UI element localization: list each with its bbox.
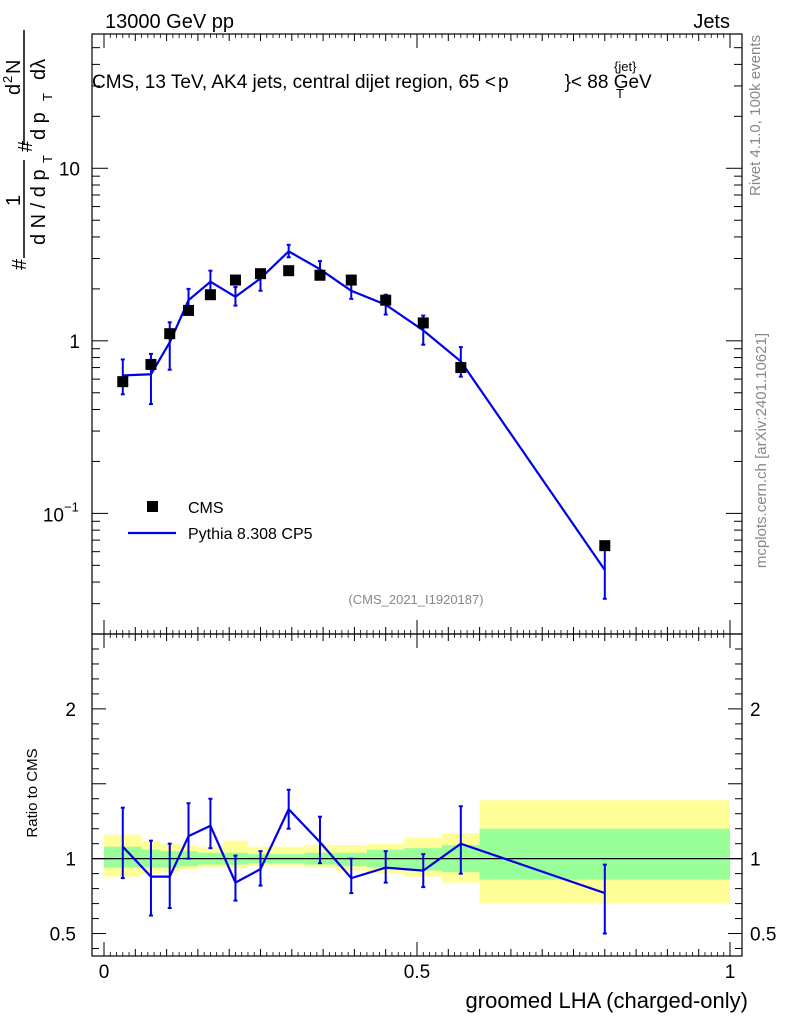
header-jets-label: Jets — [693, 11, 730, 33]
data-point-5 — [229, 274, 241, 286]
ylabel-dlambda: dλ — [28, 59, 50, 80]
data-point-2 — [164, 328, 176, 340]
legend-data-label: CMS — [188, 500, 224, 517]
ratio-y-tick-label-left-1: 1 — [65, 850, 76, 871]
title-p: p — [498, 72, 509, 93]
data-point-7 — [283, 265, 295, 277]
data-point-0 — [117, 376, 129, 388]
ratio-ylabel: Ratio to CMS — [24, 748, 41, 837]
title-T-sub: T — [616, 86, 624, 101]
x-tick-label-0: 0 — [99, 962, 110, 983]
ratio-plot-frame: 0 0.5 1 0.5 0.5 1 1 2 2 — [50, 633, 776, 983]
ylabel-T-sub-1: T — [40, 155, 55, 163]
data-point-9 — [345, 274, 357, 286]
title-main-text: CMS, 13 TeV, AK4 jets, central dijet reg… — [92, 72, 652, 93]
ratio-y-tick-label-left-0: 0.5 — [50, 925, 76, 946]
data-point-12 — [455, 362, 467, 374]
header-energy-label: 13000 GeV pp — [105, 11, 234, 33]
data-point-11 — [417, 317, 429, 329]
x-tick-label-1: 0.5 — [404, 962, 430, 983]
main-y-tick-label-0: 10 — [43, 505, 64, 526]
rivet-version-label: Rivet 4.1.0, 100k events — [747, 35, 764, 196]
ylabel-dpT-2: d p — [28, 112, 50, 140]
title-post: }< 88 GeV — [565, 72, 652, 93]
legend: CMS Pythia 8.308 CP5 — [128, 500, 313, 543]
legend-mc-label: Pythia 8.308 CP5 — [188, 526, 313, 543]
main-frame-box — [91, 33, 743, 635]
ylabel-d2N-sq: 2 — [0, 76, 15, 83]
ratio-mc-line — [121, 807, 606, 895]
title-jet-sup: {jet} — [614, 59, 637, 74]
x-axis-label: groomed LHA (charged-only) — [466, 988, 748, 1013]
main-y-tick-exp-0: −1 — [64, 499, 79, 514]
data-point-10 — [380, 294, 392, 306]
title-pre: CMS, 13 TeV, AK4 jets, central dijet reg… — [92, 72, 496, 93]
mc-line — [122, 249, 606, 571]
ratio-y-tick-label-right-2: 2 — [750, 700, 761, 721]
ylabel-hash: # — [9, 258, 31, 270]
data-point-13 — [599, 540, 611, 552]
ratio-y-tick-label-left-2: 2 — [65, 700, 76, 721]
ylabel-one: 1 — [3, 195, 25, 206]
ylabel-T-sub-2: T — [40, 93, 55, 101]
data-point-1 — [145, 358, 157, 370]
ratio-y-tick-label-right-0: 0.5 — [750, 925, 776, 946]
main-data-series — [117, 265, 611, 552]
ratio-frame-box — [91, 633, 743, 957]
main-mc-series — [120, 243, 607, 600]
main-ylabel: # 1 d N / d p T # d 2 N d p T dλ — [0, 30, 55, 270]
x-tick-label-2: 1 — [725, 962, 736, 983]
ylabel-d2N-d: d — [3, 84, 25, 95]
plot-title: CMS, 13 TeV, AK4 jets, central dijet reg… — [92, 59, 652, 101]
ratio-y-tick-label-right-1: 1 — [750, 850, 761, 871]
legend-data-marker — [147, 501, 158, 512]
analysis-watermark: (CMS_2021_I1920187) — [348, 592, 483, 607]
ylabel-dN-dpT: d N / d p — [28, 169, 50, 245]
main-y-tick-label-2: 10 — [59, 159, 80, 180]
main-y-tick-label-1: 1 — [69, 332, 80, 353]
data-point-3 — [183, 304, 195, 316]
data-point-6 — [255, 268, 266, 280]
data-point-8 — [314, 269, 326, 281]
ratio-mc-series — [120, 788, 607, 935]
ylabel-hash-2: # — [15, 140, 37, 152]
mcplots-reference-label: mcplots.cern.ch [arXiv:2401.10621] — [753, 333, 770, 568]
ylabel-d2N-N: N — [3, 60, 25, 74]
data-point-4 — [204, 289, 216, 301]
